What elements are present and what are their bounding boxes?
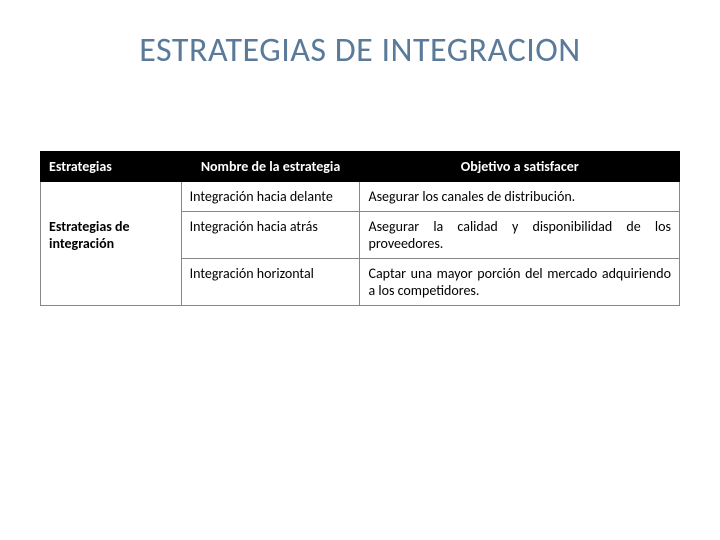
group-cell-top — [41, 182, 182, 212]
strategy-name-cell: Integración hacia atrás — [181, 212, 360, 259]
group-cell-bottom — [41, 259, 182, 306]
strategy-name-cell: Integración horizontal — [181, 259, 360, 306]
objective-cell: Captar una mayor porción del mercado adq… — [360, 259, 680, 306]
strategy-name-cell: Integración hacia delante — [181, 182, 360, 212]
table-row: Integración hacia delante Asegurar los c… — [41, 182, 680, 212]
table-row: Estrategias de integración Integración h… — [41, 212, 680, 259]
header-estrategias: Estrategias — [41, 152, 182, 182]
objective-cell: Asegurar los canales de distribución. — [360, 182, 680, 212]
header-nombre: Nombre de la estrategia — [181, 152, 360, 182]
objective-cell: Asegurar la calidad y disponibilidad de … — [360, 212, 680, 259]
table-row: Integración horizontal Captar una mayor … — [41, 259, 680, 306]
group-label-cell: Estrategias de integración — [41, 212, 182, 259]
strategies-table: Estrategias Nombre de la estrategia Obje… — [40, 151, 680, 306]
header-objetivo: Objetivo a satisfacer — [360, 152, 680, 182]
page-title: ESTRATEGIAS DE INTEGRACION — [40, 30, 680, 71]
table-header-row: Estrategias Nombre de la estrategia Obje… — [41, 152, 680, 182]
